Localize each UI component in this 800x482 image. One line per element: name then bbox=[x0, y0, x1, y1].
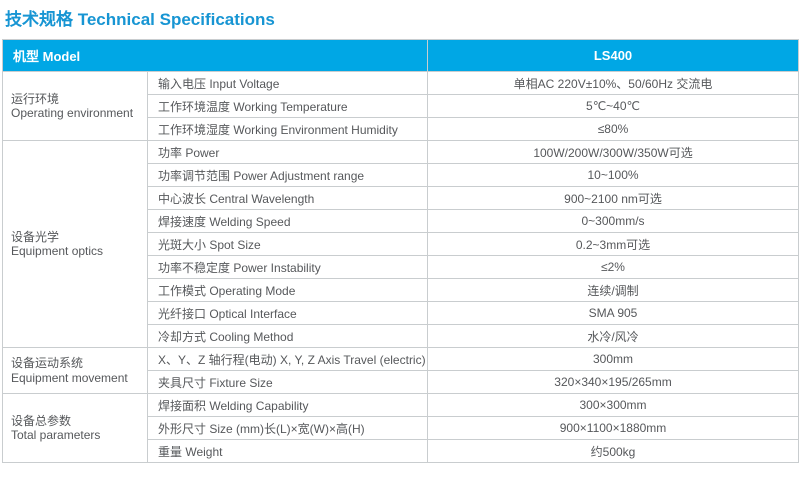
group-cell-equipment-movement: 设备运动系统 Equipment movement bbox=[2, 347, 148, 394]
table-row: 焊接速度 Welding Speed 0~300mm/s bbox=[3, 209, 800, 233]
group-name-en: Equipment movement bbox=[11, 370, 128, 385]
table-row: 设备总参数 Total parameters 焊接面积 Welding Capa… bbox=[2, 393, 800, 463]
spec-label: 工作环境温度 Working Temperature bbox=[146, 94, 429, 118]
spec-label: 功率不稳定度 Power Instability bbox=[146, 255, 429, 279]
spec-label: 功率 Power bbox=[146, 140, 429, 164]
spec-value: 900×1100×1880mm bbox=[427, 416, 800, 440]
spec-value: 900~2100 nm可选 bbox=[427, 186, 800, 210]
spec-label: 工作模式 Operating Mode bbox=[146, 278, 429, 302]
spec-label: 输入电压 Input Voltage bbox=[146, 71, 429, 95]
group-name-en: Equipment optics bbox=[11, 244, 104, 258]
spec-value: 10~100% bbox=[427, 163, 800, 187]
spec-value: 100W/200W/300W/350W可选 bbox=[427, 140, 800, 164]
spec-label: 焊接面积 Welding Capability bbox=[146, 393, 429, 417]
spec-value: 0~300mm/s bbox=[427, 209, 800, 233]
table-row: 光斑大小 Spot Size 0.2~3mm可选 bbox=[3, 232, 800, 256]
group-name-zh: 设备光学 bbox=[11, 229, 60, 244]
model-value-cell: LS400 bbox=[427, 39, 800, 72]
table-row: 功率不稳定度 Power Instability ≤2% bbox=[3, 255, 800, 279]
spec-value: 0.2~3mm可选 bbox=[427, 232, 800, 256]
table-header-row: 机型 Model LS400 bbox=[1, 39, 800, 72]
spec-value: 单相AC 220V±10%、50/60Hz 交流电 bbox=[427, 71, 800, 95]
spec-value: 约500kg bbox=[427, 439, 800, 463]
page-title: 技术规格 Technical Specifications bbox=[5, 10, 275, 29]
spec-value: 320×340×195/265mm bbox=[427, 370, 800, 394]
spec-value: 300×300mm bbox=[427, 393, 800, 417]
table-row: 冷却方式 Cooling Method 水冷/风冷 bbox=[3, 324, 800, 348]
spec-label: 光纤接口 Optical Interface bbox=[146, 301, 429, 325]
spec-label: 中心波长 Central Wavelength bbox=[146, 186, 429, 210]
spec-value: SMA 905 bbox=[427, 301, 800, 325]
table-row: 光纤接口 Optical Interface SMA 905 bbox=[3, 301, 800, 325]
table-row: 外形尺寸 Size (mm)长(L)×宽(W)×高(H) 900×1100×18… bbox=[3, 416, 800, 440]
spec-label: 焊接速度 Welding Speed bbox=[146, 209, 429, 233]
table-row: 夹具尺寸 Fixture Size 320×340×195/265mm bbox=[3, 370, 800, 394]
group-name-zh: 设备总参数 bbox=[11, 413, 72, 428]
spec-value: ≤80% bbox=[427, 117, 800, 141]
group-name-zh: 设备运动系统 bbox=[11, 356, 84, 371]
spec-label: 光斑大小 Spot Size bbox=[146, 232, 429, 256]
spec-label: X、Y、Z 轴行程(电动) X, Y, Z Axis Travel (elect… bbox=[146, 347, 429, 371]
table-row: 运行环境 Operating environment 输入电压 Input Vo… bbox=[2, 71, 800, 141]
group-name-en: Operating environment bbox=[11, 106, 134, 120]
group-name-en: Total parameters bbox=[11, 428, 101, 442]
spec-table: 机型 Model LS400 运行环境 Operating environmen… bbox=[1, 39, 800, 463]
spec-label: 冷却方式 Cooling Method bbox=[146, 324, 429, 348]
table-row: 重量 Weight 约500kg bbox=[3, 439, 800, 463]
table-row: 中心波长 Central Wavelength 900~2100 nm可选 bbox=[3, 186, 800, 210]
spec-value: 5℃~40℃ bbox=[427, 94, 800, 118]
table-row: 设备运动系统 Equipment movement X、Y、Z 轴行程(电动) … bbox=[2, 347, 800, 394]
group-name-zh: 运行环境 bbox=[11, 91, 60, 106]
group-cell-total-parameters: 设备总参数 Total parameters bbox=[2, 393, 148, 463]
spec-label: 外形尺寸 Size (mm)长(L)×宽(W)×高(H) bbox=[146, 416, 429, 440]
table-row: 工作模式 Operating Mode 连续/调制 bbox=[3, 278, 800, 302]
table-row: 工作环境湿度 Working Environment Humidity ≤80% bbox=[3, 117, 800, 141]
group-cell-operating-environment: 运行环境 Operating environment bbox=[2, 71, 148, 141]
spec-label: 夹具尺寸 Fixture Size bbox=[146, 370, 429, 394]
model-header-cell: 机型 Model bbox=[1, 39, 429, 72]
group-cell-equipment-optics: 设备光学 Equipment optics bbox=[2, 140, 148, 348]
spec-label: 功率调节范围 Power Adjustment range bbox=[146, 163, 429, 187]
spec-value: 300mm bbox=[427, 347, 800, 371]
spec-label: 工作环境湿度 Working Environment Humidity bbox=[146, 117, 429, 141]
spec-value: ≤2% bbox=[427, 255, 800, 279]
spec-value: 水冷/风冷 bbox=[427, 324, 800, 348]
spec-label: 重量 Weight bbox=[146, 439, 429, 463]
table-row: 设备光学 Equipment optics 功率 Power 100W/200W… bbox=[2, 140, 800, 348]
spec-value: 连续/调制 bbox=[427, 278, 800, 302]
